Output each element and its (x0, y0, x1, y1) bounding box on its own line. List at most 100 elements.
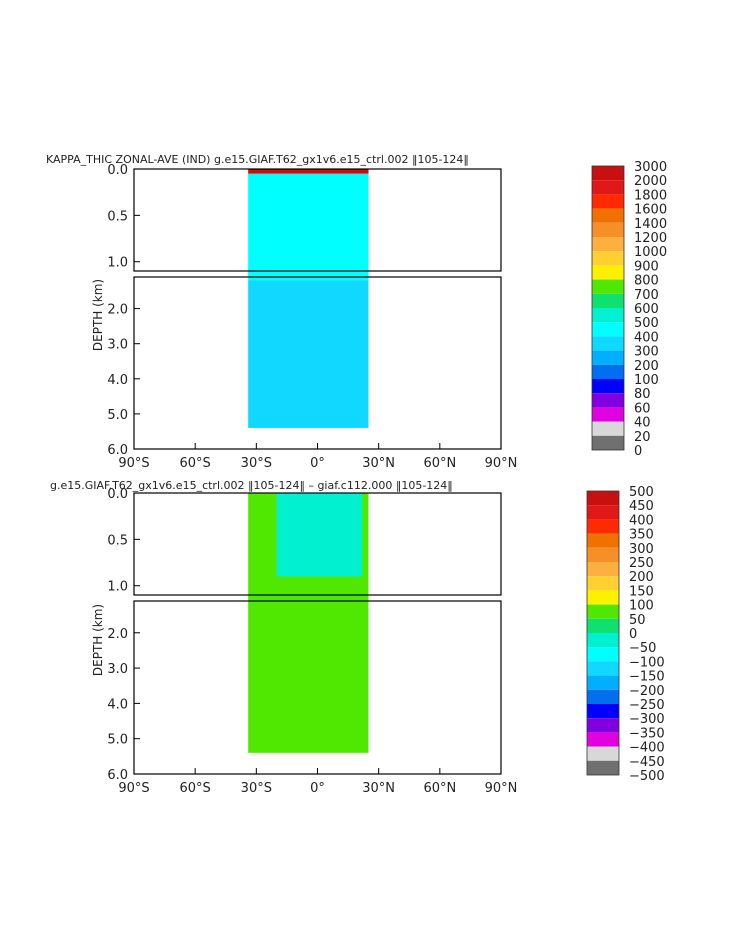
colorbar-label: 3000 (634, 160, 667, 175)
colorbar-label: 900 (634, 259, 659, 274)
y-tick-label: 1.0 (107, 580, 128, 595)
y-tick-label: 6.0 (107, 443, 128, 458)
colorbar-swatch (592, 166, 624, 181)
x-tick-label: 0° (310, 781, 325, 796)
colorbar-label: 1800 (634, 188, 667, 203)
colorbar-swatch (592, 393, 624, 408)
colorbar-swatch (587, 491, 619, 506)
x-tick-label: 90°N (485, 456, 518, 471)
colorbar-label: 1400 (634, 217, 667, 232)
y-tick-label: 0.5 (107, 209, 128, 224)
colorbar-label: −450 (629, 755, 665, 770)
colorbar-label: −400 (629, 741, 665, 756)
colorbar-swatch (592, 308, 624, 323)
colorbar-swatch (587, 760, 619, 775)
x-tick-label: 30°N (362, 456, 395, 471)
colorbar-swatch (587, 533, 619, 548)
x-tick-label: 90°S (118, 456, 149, 471)
colorbar-swatch (592, 251, 624, 266)
data-region-upper-1 (248, 173, 369, 271)
colorbar-label: 500 (629, 485, 654, 500)
colorbar-swatch (587, 732, 619, 747)
colorbar-frame (591, 165, 625, 451)
colorbar-label: 200 (629, 570, 654, 585)
colorbar-swatch (592, 421, 624, 436)
colorbar-label: 60 (634, 401, 651, 416)
panel-kappa-thic: KAPPA_THIC ZONAL-AVE (IND) g.e15.GIAF.T6… (46, 153, 667, 471)
data-region-upper-2 (248, 169, 369, 174)
x-tick-label: 30°S (241, 781, 272, 796)
colorbar-label: 600 (634, 302, 659, 317)
colorbar-frame (586, 490, 620, 776)
colorbar-swatch (587, 661, 619, 676)
x-tick-label: 30°S (241, 456, 272, 471)
y-axis-label: DEPTH (km) (91, 279, 105, 351)
colorbar-swatch (587, 519, 619, 534)
colorbar-swatch (587, 647, 619, 662)
colorbar-label: −200 (629, 684, 665, 699)
colorbar-label: 80 (634, 387, 651, 402)
colorbar-label: 1600 (634, 203, 667, 218)
colorbar-swatch (587, 704, 619, 719)
colorbar-swatch (587, 590, 619, 605)
colorbar-swatch (587, 746, 619, 761)
colorbar-label: −350 (629, 726, 665, 741)
colorbar-label: 1200 (634, 231, 667, 246)
colorbar-swatch (587, 604, 619, 619)
colorbar-label: 50 (629, 613, 646, 628)
data-region-lower-1 (248, 271, 369, 281)
colorbar-swatch (592, 379, 624, 394)
y-axis-label: DEPTH (km) (91, 604, 105, 676)
colorbar-label: 350 (629, 528, 654, 543)
colorbar-swatch (587, 505, 619, 520)
y-tick-label: 2.0 (107, 627, 128, 642)
colorbar-label: 800 (634, 274, 659, 289)
colorbar-label: −500 (629, 769, 665, 784)
colorbar-swatch (592, 222, 624, 237)
colorbar-swatch (587, 675, 619, 690)
plot-frame-upper (133, 168, 502, 272)
colorbar-swatch (592, 350, 624, 365)
chart-title: KAPPA_THIC ZONAL-AVE (IND) g.e15.GIAF.T6… (46, 153, 469, 166)
plot-frame-upper (133, 492, 502, 596)
colorbar-label: 0 (629, 627, 637, 642)
x-tick-label: 60°N (423, 781, 456, 796)
colorbar-label: 20 (634, 430, 651, 445)
colorbar-label: −300 (629, 712, 665, 727)
x-tick-label: 90°S (118, 781, 149, 796)
panel-difference: g.e15.GIAF.T62_gx1v6.e15_ctrl.002 ‖105-1… (50, 479, 665, 796)
colorbar-label: 700 (634, 288, 659, 303)
colorbar-label: −150 (629, 670, 665, 685)
y-tick-label: 4.0 (107, 373, 128, 388)
y-tick-label: 0.0 (107, 487, 128, 502)
x-tick-label: 60°S (180, 456, 211, 471)
colorbar-label: 400 (634, 330, 659, 345)
colorbar-swatch (587, 547, 619, 562)
colorbar-swatch (592, 180, 624, 195)
colorbar-swatch (592, 435, 624, 450)
colorbar-label: 0 (634, 444, 642, 459)
colorbar-swatch (592, 293, 624, 308)
data-region-upper-1 (276, 493, 363, 577)
data-region-lower-0 (248, 595, 369, 753)
y-tick-label: 3.0 (107, 662, 128, 677)
x-tick-label: 30°N (362, 781, 395, 796)
colorbar-label: 2000 (634, 174, 667, 189)
colorbar-label: 40 (634, 416, 651, 431)
y-tick-label: 5.0 (107, 408, 128, 423)
data-region-lower-0 (248, 280, 369, 428)
colorbar-swatch (587, 618, 619, 633)
colorbar-label: 200 (634, 359, 659, 374)
colorbar-swatch (592, 265, 624, 280)
x-tick-label: 60°S (180, 781, 211, 796)
y-tick-label: 4.0 (107, 697, 128, 712)
y-tick-label: 0.5 (107, 533, 128, 548)
colorbar-swatch (592, 364, 624, 379)
y-tick-label: 0.0 (107, 163, 128, 178)
y-tick-label: 1.0 (107, 256, 128, 271)
colorbar-label: 150 (629, 584, 654, 599)
y-tick-label: 2.0 (107, 303, 128, 318)
colorbar-label: −250 (629, 698, 665, 713)
colorbar-label: 400 (629, 513, 654, 528)
colorbar-swatch (592, 194, 624, 209)
